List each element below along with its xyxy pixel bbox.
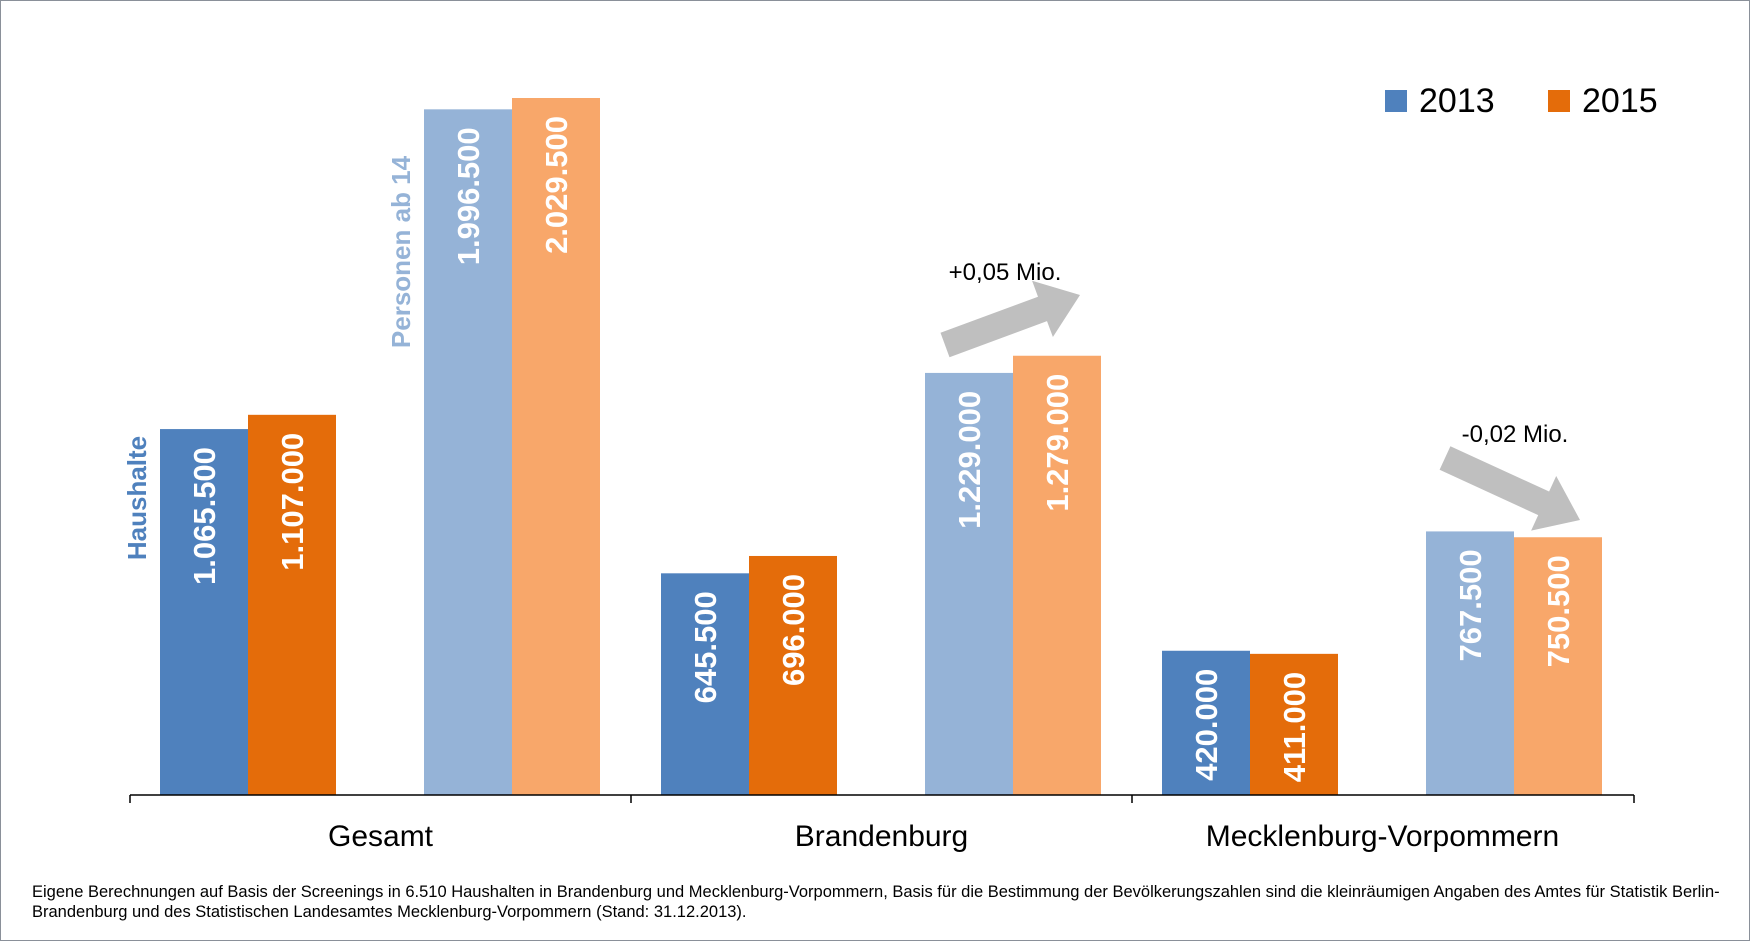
data-label-brandenburg-haushalte-2015: 696.000 bbox=[776, 574, 811, 686]
x-tick-label-gesamt: Gesamt bbox=[328, 820, 434, 853]
legend-item-2015: 2015 bbox=[1548, 81, 1658, 120]
data-label-mecklenburg-vorpommern-haushalte-2015: 411.000 bbox=[1277, 672, 1312, 782]
data-label-gesamt-haushalte-2013: 1.065.500 bbox=[187, 447, 222, 585]
bar-brandenburg-personen-ab-14-2013 bbox=[925, 372, 1013, 795]
bar-gesamt-haushalte-2015 bbox=[248, 414, 336, 795]
data-label-mecklenburg-vorpommern-haushalte-2013: 420.000 bbox=[1189, 669, 1224, 781]
legend-swatch-2015 bbox=[1548, 90, 1570, 112]
bar-mecklenburg-vorpommern-haushalte-2015 bbox=[1250, 653, 1338, 795]
x-tick-label-mecklenburg-vorpommern: Mecklenburg-Vorpommern bbox=[1206, 820, 1559, 853]
data-label-mecklenburg-vorpommern-personen-ab-14-2015: 750.500 bbox=[1541, 555, 1576, 667]
data-label-gesamt-haushalte-2015: 1.107.000 bbox=[275, 433, 310, 571]
bar-brandenburg-haushalte-2015 bbox=[749, 555, 837, 795]
data-label-brandenburg-personen-ab-14-2015: 1.279.000 bbox=[1040, 374, 1075, 512]
data-label-brandenburg-personen-ab-14-2013: 1.229.000 bbox=[952, 391, 987, 529]
legend-label-2015: 2015 bbox=[1582, 81, 1658, 120]
bar-mecklenburg-vorpommern-personen-ab-14-2015 bbox=[1514, 537, 1602, 795]
annotation-brandenburg: +0,05 Mio. bbox=[949, 259, 1062, 286]
footnote: Eigene Berechnungen auf Basis der Screen… bbox=[32, 883, 1720, 921]
x-tick-label-brandenburg: Brandenburg bbox=[795, 820, 968, 853]
bar-gesamt-haushalte-2013 bbox=[160, 429, 248, 795]
bar-gesamt-personen-ab-14-2013 bbox=[424, 109, 512, 796]
data-label-brandenburg-haushalte-2013: 645.500 bbox=[688, 591, 723, 703]
data-label-mecklenburg-vorpommern-personen-ab-14-2013: 767.500 bbox=[1453, 549, 1488, 661]
bar-mecklenburg-vorpommern-haushalte-2013 bbox=[1162, 650, 1250, 795]
group-label-haushalte: Haushalte bbox=[122, 436, 152, 560]
legend-swatch-2013 bbox=[1385, 90, 1407, 112]
data-label-gesamt-personen-ab-14-2015: 2.029.500 bbox=[539, 116, 574, 254]
annotation-mecklenburg-vorpommern: -0,02 Mio. bbox=[1462, 421, 1569, 448]
group-label-personen-ab-14: Personen ab 14 bbox=[386, 155, 416, 348]
trend-arrow-brandenburg bbox=[940, 280, 1080, 358]
legend-label-2013: 2013 bbox=[1419, 81, 1495, 120]
bar-brandenburg-personen-ab-14-2015 bbox=[1013, 355, 1101, 795]
bar-chart: 1.065.500 645.500 420.000 1.107.000 696.000 4… bbox=[122, 98, 1635, 853]
bar-gesamt-personen-ab-14-2015 bbox=[512, 98, 600, 795]
data-label-gesamt-personen-ab-14-2013: 1.996.500 bbox=[451, 127, 486, 265]
legend-item-2013: 2013 bbox=[1385, 81, 1495, 120]
trend-arrow-mecklenburg-vorpommern bbox=[1439, 446, 1580, 531]
bar-brandenburg-haushalte-2013 bbox=[661, 573, 749, 795]
bar-mecklenburg-vorpommern-personen-ab-14-2013 bbox=[1426, 531, 1514, 795]
